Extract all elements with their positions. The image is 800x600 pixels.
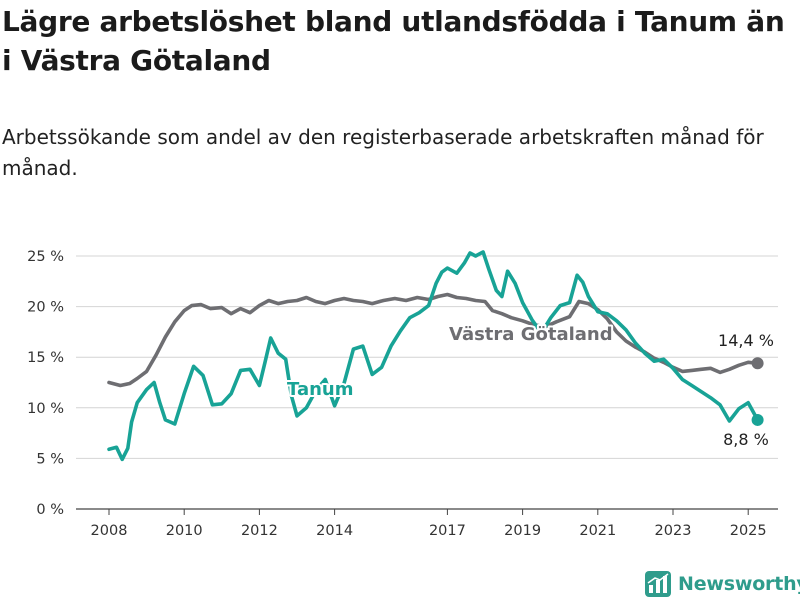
y-tick-label: 0 %	[36, 502, 64, 518]
y-tick-label: 10 %	[27, 401, 64, 417]
series-line-vastra-gotaland	[107, 292, 760, 388]
y-tick-label: 5 %	[36, 451, 64, 467]
end-value-label: 8,8 %	[723, 430, 769, 449]
x-tick-label: 2017	[429, 523, 466, 539]
y-tick-label: 15 %	[27, 350, 64, 366]
end-value-label: 14,4 %	[718, 331, 774, 350]
series-label-tanum: Tanum	[287, 379, 354, 400]
series-line-tanum	[107, 250, 760, 462]
chart-title: Lägre arbetslöshet bland utlandsfödda i …	[2, 5, 785, 77]
brand-name: Newsworthy	[678, 573, 800, 595]
end-point-marker	[751, 413, 764, 426]
x-tick-label: 2014	[316, 523, 353, 539]
x-tick-label: 2021	[579, 523, 616, 539]
series-label-vastra-gotaland: Västra Götaland	[449, 324, 613, 345]
x-tick-label: 2012	[241, 523, 278, 539]
x-tick-label: 2008	[91, 523, 128, 539]
y-tick-label: 25 %	[27, 249, 64, 265]
end-point-marker	[751, 357, 764, 370]
y-tick-label: 20 %	[27, 300, 64, 316]
chart-subtitle: Arbetssökande som andel av den registerb…	[2, 125, 764, 180]
x-tick-label: 2010	[166, 523, 203, 539]
brand-logo: Newsworthy	[645, 570, 800, 598]
x-tick-label: 2025	[730, 523, 767, 539]
x-tick-label: 2023	[655, 523, 692, 539]
x-tick-label: 2019	[504, 523, 541, 539]
bar-chart-logo-icon	[645, 571, 671, 597]
